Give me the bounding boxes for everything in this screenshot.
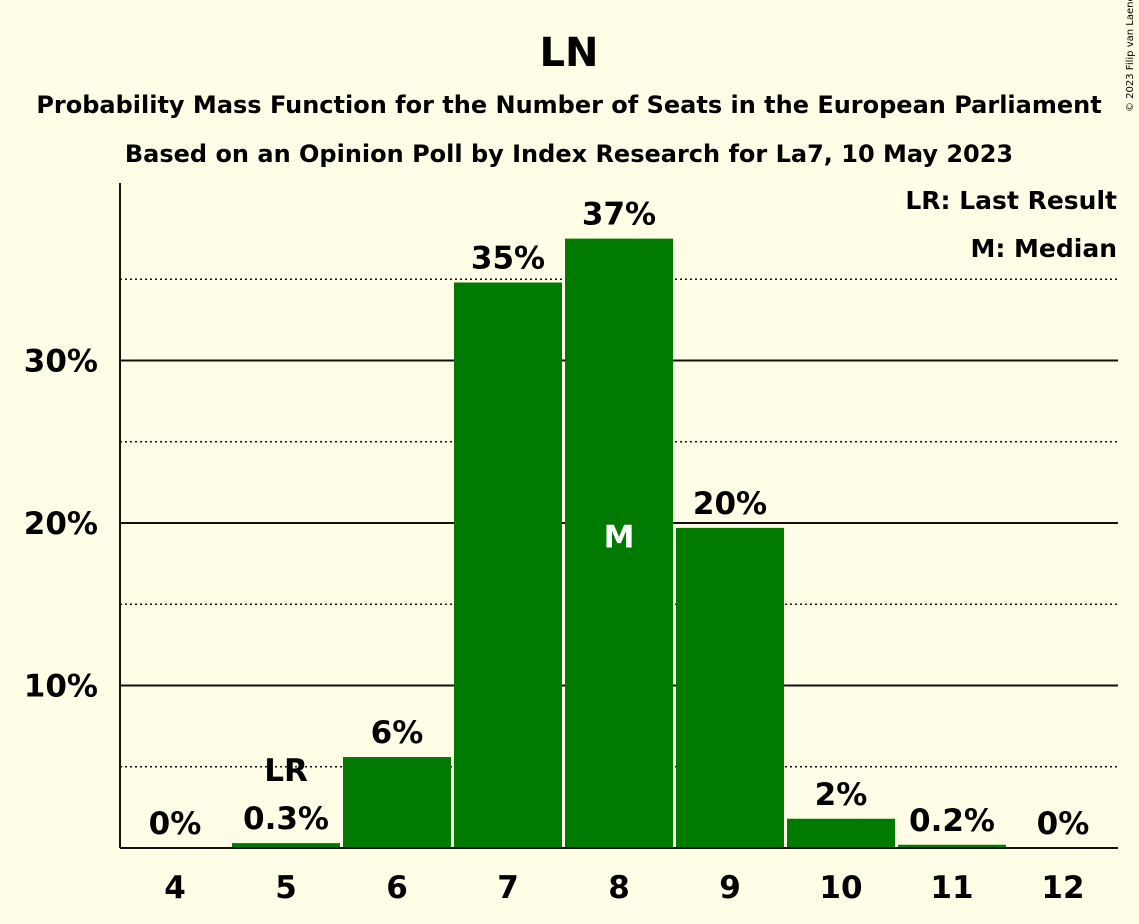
- bar-8: [565, 238, 673, 848]
- last-result-marker: LR: [264, 753, 308, 789]
- bar-6: [343, 757, 451, 848]
- bar-value-label: 0.3%: [243, 801, 329, 837]
- y-tick-label: 30%: [24, 344, 98, 380]
- bar-value-label: 37%: [582, 197, 656, 233]
- bar-value-label: 0.2%: [909, 803, 995, 839]
- axes: 10% 20% 30%: [24, 183, 1118, 849]
- bar-labels: 0% 4 0.3% 5 LR 6% 6 35% 7 37% 8 M 20% 9 2% 10 0.2% 11 0% 12: [149, 197, 1090, 906]
- legend-entry: LR: Last Result: [905, 186, 1117, 215]
- bar-value-label: 0%: [149, 806, 202, 842]
- bar-value-label: 20%: [693, 486, 767, 522]
- legend-entry: M: Median: [970, 234, 1117, 263]
- legend: LR: Last Result M: Median: [905, 186, 1117, 263]
- copyright-notice: © 2023 Filip van Laenen: [1125, 0, 1136, 112]
- bar-value-label: 2%: [815, 777, 868, 813]
- x-tick-label: 5: [275, 870, 297, 906]
- x-tick-label: 12: [1041, 870, 1084, 906]
- x-tick-label: 10: [819, 870, 862, 906]
- bar-11: [898, 844, 1006, 848]
- x-tick-label: 4: [164, 870, 186, 906]
- bar-10: [787, 818, 895, 848]
- chart-subtitle-2: Based on an Opinion Poll by Index Resear…: [125, 140, 1013, 168]
- x-tick-label: 8: [608, 870, 630, 906]
- chart-subtitle: Probability Mass Function for the Number…: [36, 91, 1101, 119]
- x-tick-label: 7: [497, 870, 519, 906]
- y-tick-label: 10%: [24, 669, 98, 705]
- bar-value-label: 35%: [471, 241, 545, 277]
- bar-7: [454, 282, 562, 848]
- x-tick-label: 6: [386, 870, 408, 906]
- y-tick-label: 20%: [24, 506, 98, 542]
- bar-value-label: 6%: [371, 715, 424, 751]
- x-tick-label: 11: [930, 870, 973, 906]
- bars: [232, 238, 1006, 848]
- x-tick-label: 9: [719, 870, 741, 906]
- bar-5: [232, 843, 340, 848]
- bar-9: [676, 527, 784, 848]
- median-marker: M: [604, 519, 635, 555]
- chart-title: LN: [540, 30, 599, 76]
- bar-value-label: 0%: [1037, 806, 1090, 842]
